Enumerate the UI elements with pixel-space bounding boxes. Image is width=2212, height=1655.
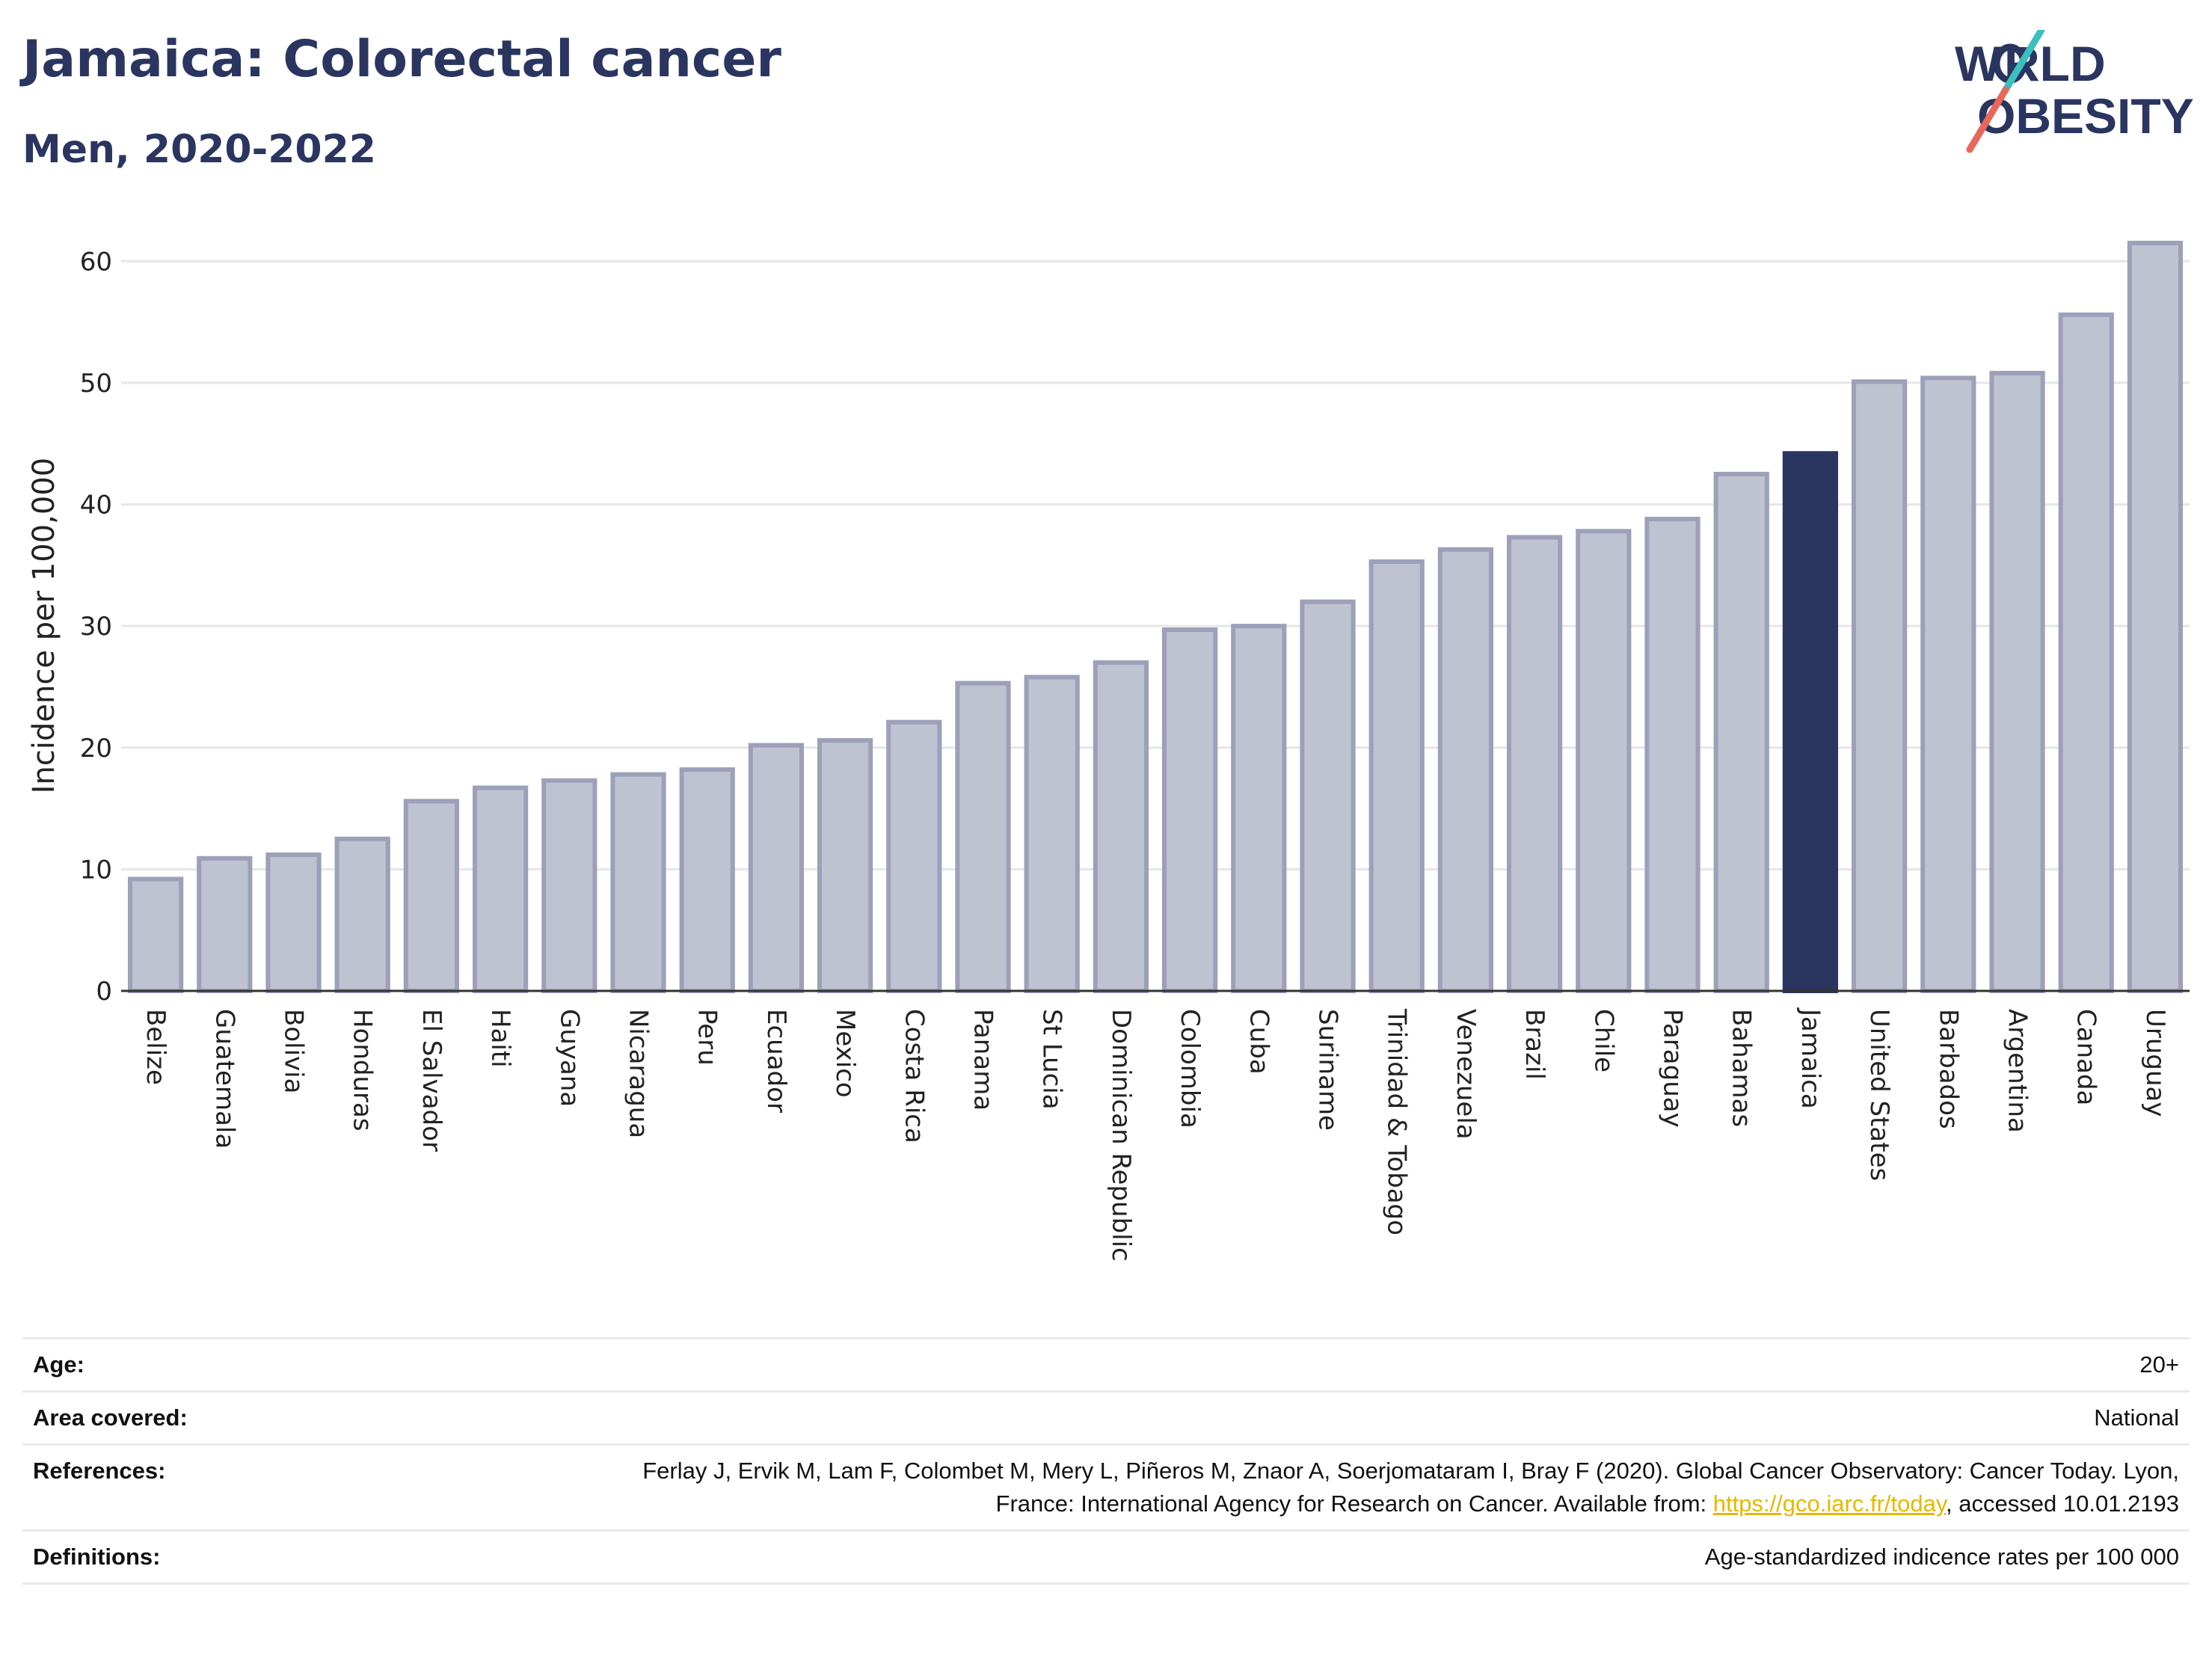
chart-subtitle: Men, 2020-2022: [22, 127, 376, 172]
bar-dominican-republic: [1093, 660, 1149, 993]
y-tick-label: 40: [80, 491, 112, 521]
x-axis-labels: Belize Guatemala Bolivia Honduras El Salvado…: [141, 1007, 2170, 1262]
bar-trinidad-tobago: [1368, 559, 1425, 993]
x-tick-label: Bolivia: [279, 1009, 309, 1093]
x-tick-label: United States: [1864, 1009, 1894, 1181]
y-axis-title: Incidence per 100,000: [27, 458, 61, 794]
x-tick-label: Panama: [968, 1009, 998, 1111]
info-row-area: Area covered: National: [22, 1390, 2190, 1445]
y-axis-ticks: 0 10 20 30 40 50 60: [80, 247, 112, 1007]
bar-barbados: [1920, 375, 1976, 993]
bar-nicaragua: [610, 772, 666, 993]
bar-paraguay: [1644, 517, 1701, 993]
bar-venezuela: [1437, 547, 1494, 993]
x-tick-label: Haiti: [485, 1009, 515, 1068]
x-tick-label: Peru: [692, 1009, 722, 1066]
world-obesity-logo: W RLD OBESITY: [1955, 30, 2194, 153]
references-text: Ferlay J, Ervik M, Lam F, Colombet M, Me…: [642, 1458, 2179, 1517]
bar-uruguay: [2127, 240, 2184, 993]
bar-cuba: [1231, 624, 1287, 994]
age-label: Age:: [22, 1337, 567, 1392]
x-tick-label: El Salvador: [417, 1009, 446, 1152]
bar-honduras: [334, 836, 390, 993]
x-tick-label: Mexico: [830, 1009, 860, 1098]
area-label: Area covered:: [22, 1390, 567, 1445]
definitions-value: Age-standardized indicence rates per 100…: [567, 1529, 2190, 1585]
bar-united-states: [1851, 379, 1908, 993]
x-tick-label: Dominican Republic: [1106, 1009, 1136, 1262]
x-tick-label: Barbados: [1933, 1009, 1963, 1129]
x-tick-label: Bahamas: [1727, 1009, 1757, 1127]
x-tick-label: Canada: [2071, 1009, 2101, 1105]
y-tick-label: 0: [96, 977, 112, 1007]
x-tick-label: Cuba: [1244, 1009, 1274, 1075]
y-tick-label: 10: [80, 855, 112, 885]
bar-guatemala: [197, 856, 253, 994]
y-tick-label: 50: [80, 369, 112, 399]
bar-costa-rica: [886, 719, 942, 993]
bars: [127, 240, 2184, 994]
bar-colombia: [1161, 627, 1218, 993]
x-tick-label: Argentina: [2003, 1009, 2033, 1133]
bar-st-lucia: [1024, 675, 1080, 994]
x-tick-label: Brazil: [1520, 1009, 1549, 1080]
bar-peru: [679, 767, 735, 994]
bar-el-salvador: [403, 799, 460, 993]
definitions-label: Definitions:: [22, 1529, 567, 1585]
bar-bahamas: [1713, 471, 1769, 993]
bar-brazil: [1506, 535, 1563, 993]
x-tick-label: Colombia: [1175, 1009, 1205, 1129]
y-tick-label: 20: [80, 734, 112, 764]
x-tick-label: Uruguay: [2140, 1009, 2170, 1117]
chart-title: Jamaica: Colorectal cancer: [22, 30, 781, 89]
bar-belize: [127, 876, 184, 993]
references-accessed: , accessed 10.01.2193: [1946, 1490, 2179, 1517]
x-tick-label: Costa Rica: [899, 1009, 929, 1143]
references-value: Ferlay J, Ervik M, Lam F, Colombet M, Me…: [567, 1443, 2190, 1531]
references-label: References:: [22, 1443, 567, 1531]
x-tick-label: Guyana: [554, 1009, 584, 1107]
bar-chile: [1576, 529, 1632, 993]
bar-guyana: [541, 778, 597, 994]
x-tick-label: Honduras: [348, 1009, 378, 1132]
info-row-references: References: Ferlay J, Ervik M, Lam F, Co…: [22, 1443, 2190, 1531]
x-tick-label: Suriname: [1313, 1009, 1343, 1131]
info-row-definitions: Definitions: Age-standardized indicence …: [22, 1529, 2190, 1585]
x-tick-label: Belize: [141, 1009, 170, 1085]
y-tick-label: 60: [80, 247, 112, 277]
bar-panama: [955, 681, 1011, 993]
bar-mexico: [817, 738, 873, 994]
x-tick-label: Trinidad & Tobago: [1382, 1008, 1412, 1235]
age-value: 20+: [567, 1337, 2190, 1392]
x-tick-label: St Lucia: [1037, 1009, 1067, 1110]
bar-argentina: [1989, 370, 2045, 994]
x-tick-label: Ecuador: [761, 1009, 791, 1113]
bar-canada: [2058, 312, 2114, 993]
x-tick-label: Nicaragua: [624, 1009, 654, 1138]
bar-jamaica: [1782, 451, 1839, 993]
y-tick-label: 30: [80, 612, 112, 642]
x-tick-label: Venezuela: [1451, 1009, 1481, 1140]
x-tick-label: Chile: [1588, 1009, 1618, 1072]
x-tick-label: Guatemala: [209, 1009, 239, 1149]
references-link[interactable]: https://gco.iarc.fr/today: [1712, 1490, 1947, 1517]
gridlines: [121, 260, 2190, 871]
info-table: Age: 20+ Area covered: National Referenc…: [22, 1337, 2190, 1585]
bar-chart: 0 10 20 30 40 50 60 Belize Guatemala Bolivia Hond…: [27, 240, 2190, 1262]
bar-ecuador: [748, 743, 805, 993]
x-tick-label: Paraguay: [1658, 1009, 1688, 1128]
bar-bolivia: [265, 852, 322, 993]
bar-haiti: [472, 785, 529, 993]
svg-text:OBESITY: OBESITY: [1977, 88, 2194, 144]
area-value: National: [567, 1390, 2190, 1445]
info-row-age: Age: 20+: [22, 1337, 2190, 1392]
bar-suriname: [1300, 599, 1356, 993]
x-tick-label: Jamaica: [1795, 1007, 1825, 1109]
